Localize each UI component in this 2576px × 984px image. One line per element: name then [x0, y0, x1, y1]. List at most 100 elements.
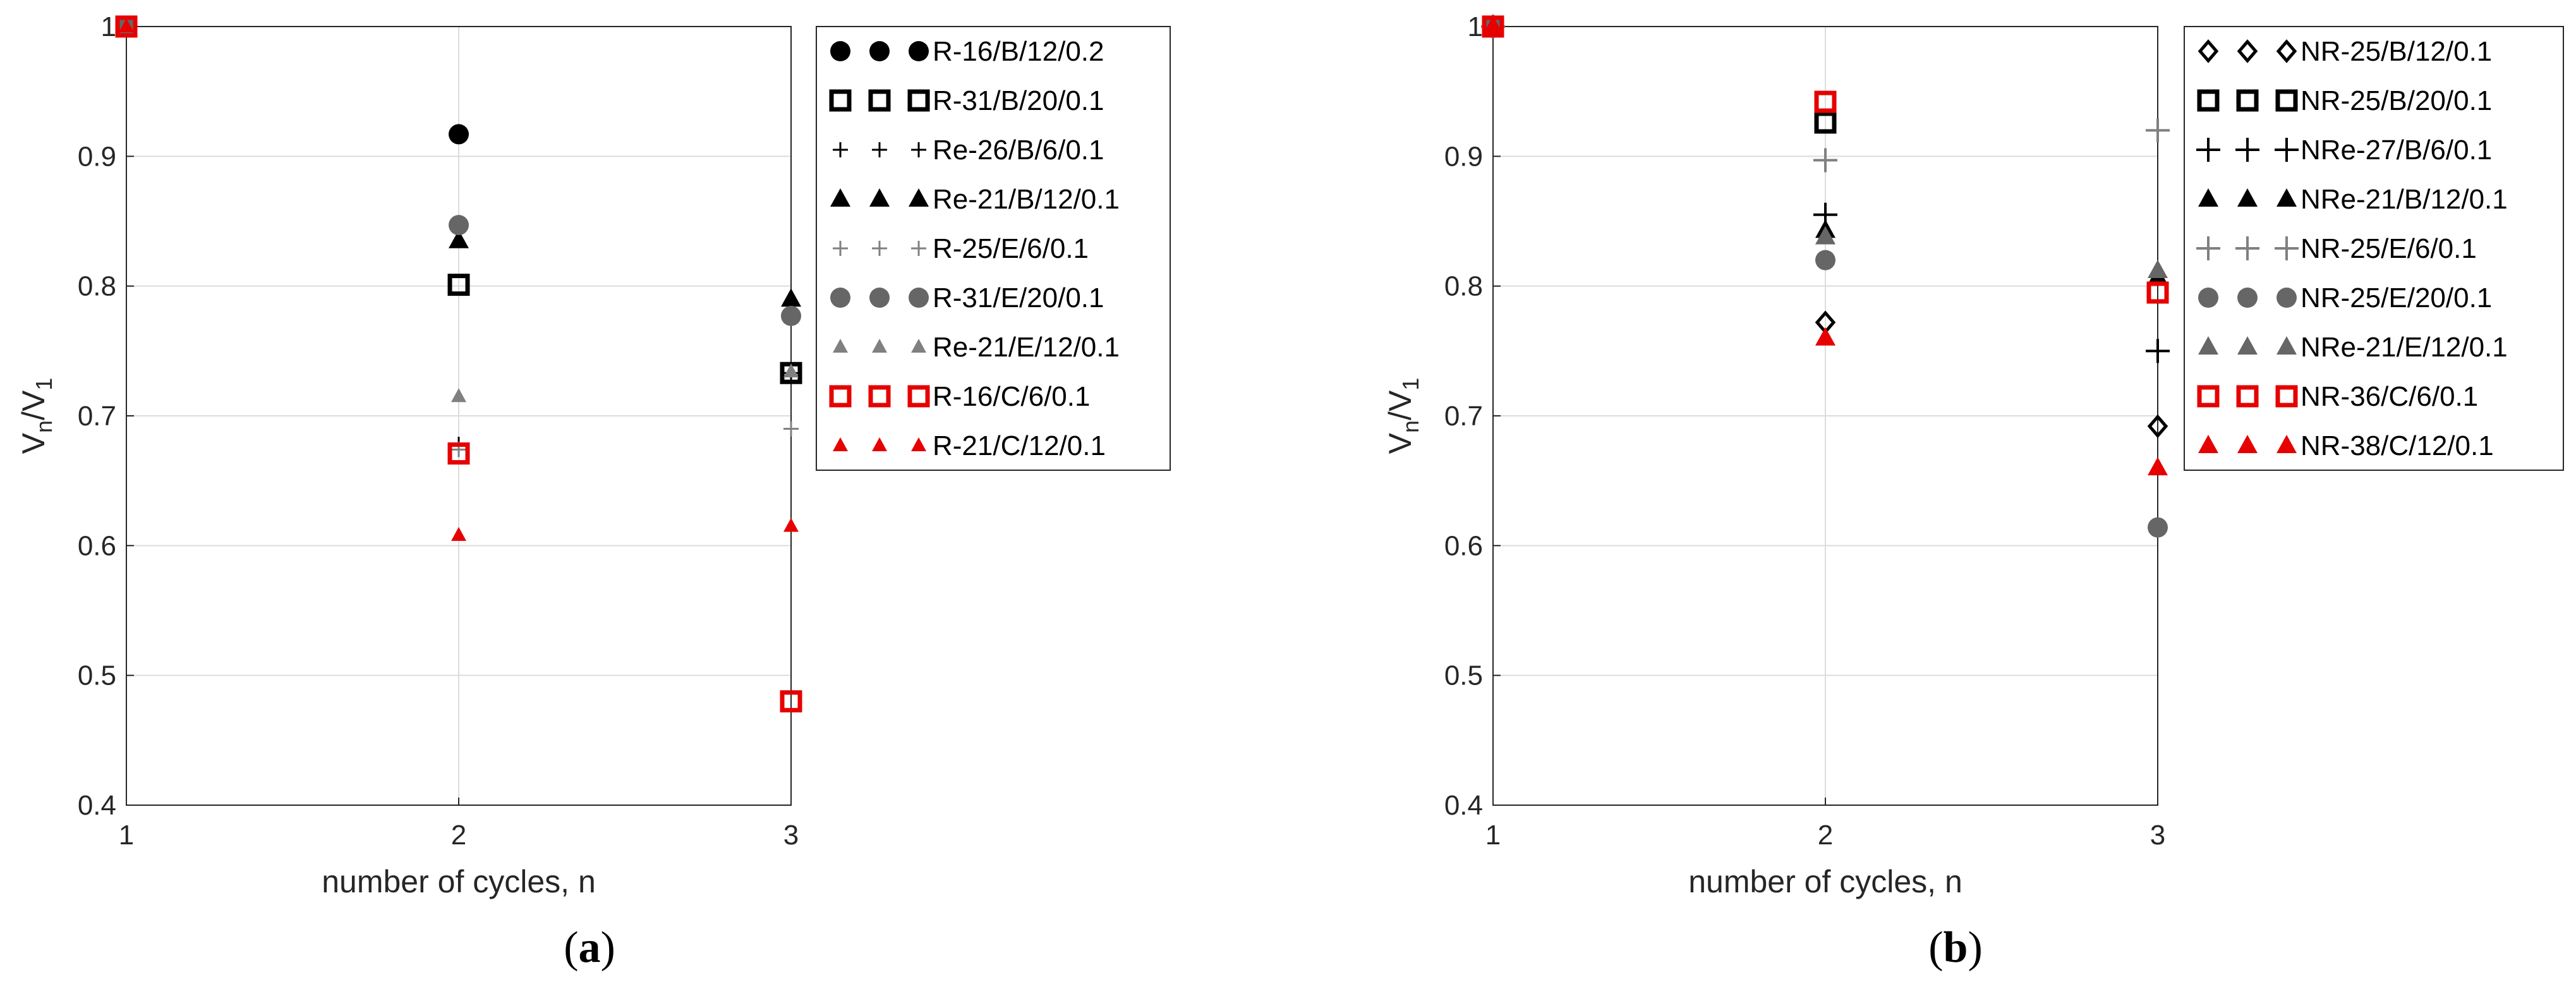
y-label-v: V	[16, 390, 51, 411]
y-label-slash: /	[16, 411, 51, 420]
legend-marker	[911, 437, 926, 451]
legend-marker	[2237, 288, 2258, 308]
legend-marker	[2275, 89, 2298, 112]
y-tick-label: 0.8	[1444, 271, 1483, 302]
panel-b: 1 2 3 0.4 0.5 0.6 0.7 0.8 0.9 1 number of cycles…	[1382, 11, 2564, 972]
x-axis-ticks: 1 2 3	[1485, 798, 2165, 851]
data-point	[451, 388, 466, 403]
legend-entry-label: NR-25/E/6/0.1	[2301, 233, 2477, 264]
legend-marker	[868, 89, 891, 112]
panel-a: 1 2 3 0.4 0.5 0.6 0.7 0.8 0.9 1 number of cycles…	[16, 11, 1171, 972]
legend-marker	[2275, 138, 2299, 162]
legend-marker	[869, 41, 890, 61]
data-point	[2148, 260, 2168, 279]
legend: NR-25/B/12/0.1 NR-25/B/20/0.1 NRe-27/B/6/0…	[2184, 26, 2564, 471]
data-point	[2146, 339, 2170, 363]
legend: R-16/B/12/0.2 R-31/B/20/0.1 Re-26/B/6/0.1 R…	[816, 26, 1171, 471]
legend-marker	[872, 339, 887, 353]
data-point	[2146, 281, 2169, 304]
data-point	[1815, 226, 1835, 245]
data-point	[447, 274, 470, 296]
data-point	[781, 288, 801, 307]
y-tick-label: 0.8	[78, 271, 116, 302]
x-tick-label: 3	[2150, 820, 2165, 851]
data-point	[780, 690, 802, 713]
data-point	[2148, 457, 2168, 476]
legend-marker	[2237, 435, 2258, 453]
legend-marker	[868, 385, 891, 408]
legend-marker	[833, 437, 848, 451]
y-tick-label: 1	[1468, 11, 1483, 42]
y-label-v: V	[1382, 390, 1418, 411]
data-point	[451, 526, 466, 541]
legend-entry-label: NRe-21/E/12/0.1	[2301, 332, 2508, 363]
x-tick-label: 3	[783, 820, 799, 851]
x-tick-label: 2	[1818, 820, 1833, 851]
legend-entry-label: R-31/E/20/0.1	[933, 282, 1104, 313]
legend-marker	[829, 385, 852, 408]
legend-entry-label: R-16/B/12/0.2	[933, 36, 1104, 67]
legend-marker	[2196, 138, 2220, 162]
data-point	[449, 124, 469, 145]
y-label-sub-n: n	[1398, 420, 1424, 433]
legend-marker	[2236, 385, 2259, 408]
legend-marker	[2277, 188, 2297, 207]
data-point	[119, 18, 134, 32]
y-tick-label: 1	[101, 11, 116, 42]
data-point	[781, 305, 801, 326]
legend-entry-label: NR-25/E/20/0.1	[2301, 282, 2492, 313]
y-label-v: V	[1382, 432, 1418, 454]
legend-entry-label: R-31/B/20/0.1	[933, 85, 1104, 116]
data-point	[449, 229, 469, 248]
legend-marker	[909, 288, 929, 308]
data-point	[2148, 517, 2168, 538]
data-point	[783, 363, 799, 378]
legend-marker	[2235, 138, 2259, 162]
legend-marker	[909, 41, 929, 61]
y-axis-label: Vn/V1	[1382, 378, 1424, 454]
legend-entry-label: NRe-27/B/6/0.1	[2301, 135, 2492, 166]
legend-marker	[2198, 39, 2219, 63]
y-label-sub-1: 1	[31, 378, 57, 391]
legend-marker	[830, 41, 850, 61]
legend-marker	[2198, 435, 2218, 453]
legend-marker	[869, 188, 890, 207]
y-tick-label: 0.9	[78, 141, 116, 172]
legend-marker	[833, 241, 848, 256]
legend-marker	[2277, 336, 2297, 355]
legend-marker	[2198, 336, 2218, 355]
x-tick-label: 1	[119, 820, 134, 851]
panel-label-a: (a)	[564, 923, 615, 972]
y-label-sub-1: 1	[1398, 378, 1424, 391]
data-point	[1814, 90, 1837, 113]
data-point	[783, 421, 799, 437]
legend-entry-label: Re-21/E/12/0.1	[933, 332, 1120, 363]
legend-marker	[833, 142, 848, 157]
y-tick-label: 0.7	[78, 401, 116, 432]
data-point	[115, 15, 138, 38]
y-tick-label: 0.6	[1444, 530, 1483, 561]
legend-entry-label: R-16/C/6/0.1	[933, 381, 1090, 412]
legend-marker	[2236, 89, 2259, 112]
legend-marker	[2197, 89, 2220, 112]
y-label-sub-n: n	[31, 420, 57, 433]
legend-marker	[2275, 385, 2298, 408]
data-points	[115, 15, 802, 713]
legend-marker	[2276, 39, 2297, 63]
x-axis-ticks: 1 2 3	[119, 798, 799, 851]
legend-marker	[872, 241, 887, 256]
data-point	[1815, 250, 1835, 270]
y-tick-label: 0.9	[1444, 141, 1483, 172]
data-point	[449, 215, 469, 236]
data-point	[1483, 16, 1503, 34]
legend-entry-label: NR-25/B/20/0.1	[2301, 85, 2492, 116]
x-axis-label: number of cycles, n	[1688, 864, 1962, 899]
legend-marker	[2198, 288, 2218, 308]
legend-marker	[907, 89, 930, 112]
legend-marker	[911, 142, 926, 157]
legend-marker	[833, 339, 848, 353]
y-axis-ticks: 0.4 0.5 0.6 0.7 0.8 0.9 1	[1444, 11, 1501, 821]
legend-marker	[909, 188, 929, 207]
legend-marker	[2235, 236, 2259, 260]
